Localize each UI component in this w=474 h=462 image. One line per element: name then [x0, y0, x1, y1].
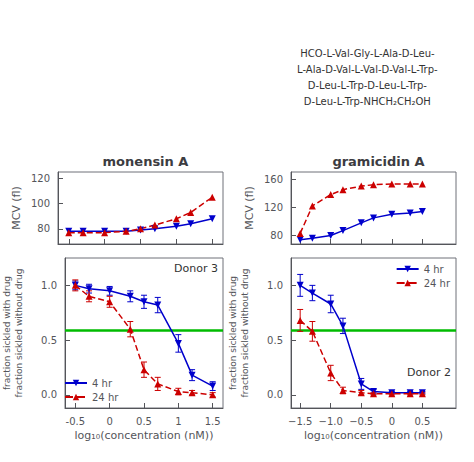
svg-text:-0.5: -0.5: [66, 416, 86, 427]
svg-text:1: 1: [175, 416, 181, 427]
svg-text:−1.0: −1.0: [319, 416, 343, 427]
svg-text:fraction sickled without drug: fraction sickled without drug: [240, 269, 250, 398]
svg-text:0.0: 0.0: [267, 389, 283, 400]
svg-text:0.5: 0.5: [267, 335, 283, 346]
svg-text:fraction sickled with drug: fraction sickled with drug: [2, 276, 12, 390]
svg-text:0.5: 0.5: [41, 335, 57, 346]
svg-text:1.0: 1.0: [41, 280, 57, 291]
svg-text:Donor 2: Donor 2: [407, 366, 451, 379]
svg-text:log₁₀(concentration (nM)): log₁₀(concentration (nM)): [75, 429, 214, 442]
svg-text:24 hr: 24 hr: [92, 392, 119, 403]
svg-text:80: 80: [37, 223, 50, 234]
svg-text:D-Leu-L-Trp-NHCH₂CH₂OH: D-Leu-L-Trp-NHCH₂CH₂OH: [304, 96, 431, 107]
svg-text:4 hr: 4 hr: [424, 264, 445, 275]
svg-text:0.5: 0.5: [136, 416, 152, 427]
svg-text:fraction sickled without drug: fraction sickled without drug: [14, 269, 24, 398]
svg-text:L-Ala-D-Val-L-Val-D-Val-L-Trp-: L-Ala-D-Val-L-Val-D-Val-L-Trp-: [297, 64, 438, 75]
svg-text:1.5: 1.5: [205, 416, 221, 427]
svg-text:log₁₀(concentration (nM)): log₁₀(concentration (nM)): [304, 429, 443, 442]
svg-text:80: 80: [270, 230, 283, 241]
svg-text:24 hr: 24 hr: [424, 278, 451, 289]
svg-text:160: 160: [264, 174, 283, 185]
svg-text:−0.5: −0.5: [349, 416, 373, 427]
svg-text:0: 0: [389, 416, 395, 427]
svg-text:0.5: 0.5: [414, 416, 430, 427]
svg-text:D-Leu-L-Trp-D-Leu-L-Trp-: D-Leu-L-Trp-D-Leu-L-Trp-: [308, 80, 428, 91]
svg-text:Donor 3: Donor 3: [174, 262, 218, 275]
svg-text:120: 120: [31, 173, 50, 184]
svg-text:−1.5: −1.5: [288, 416, 312, 427]
svg-text:100: 100: [31, 198, 50, 209]
svg-text:HCO-L-Val-Gly-L-Ala-D-Leu-: HCO-L-Val-Gly-L-Ala-D-Leu-: [300, 48, 435, 59]
svg-text:1.0: 1.0: [267, 280, 283, 291]
svg-text:gramicidin A: gramicidin A: [332, 154, 424, 169]
svg-text:120: 120: [264, 202, 283, 213]
svg-text:MCV (fl): MCV (fl): [243, 186, 256, 230]
svg-text:0: 0: [106, 416, 112, 427]
svg-text:MCV (fl): MCV (fl): [10, 186, 23, 230]
svg-text:fraction sickled with drug: fraction sickled with drug: [228, 276, 238, 390]
svg-text:monensin A: monensin A: [103, 154, 189, 169]
svg-text:0.0: 0.0: [41, 389, 57, 400]
svg-text:4 hr: 4 hr: [92, 378, 113, 389]
